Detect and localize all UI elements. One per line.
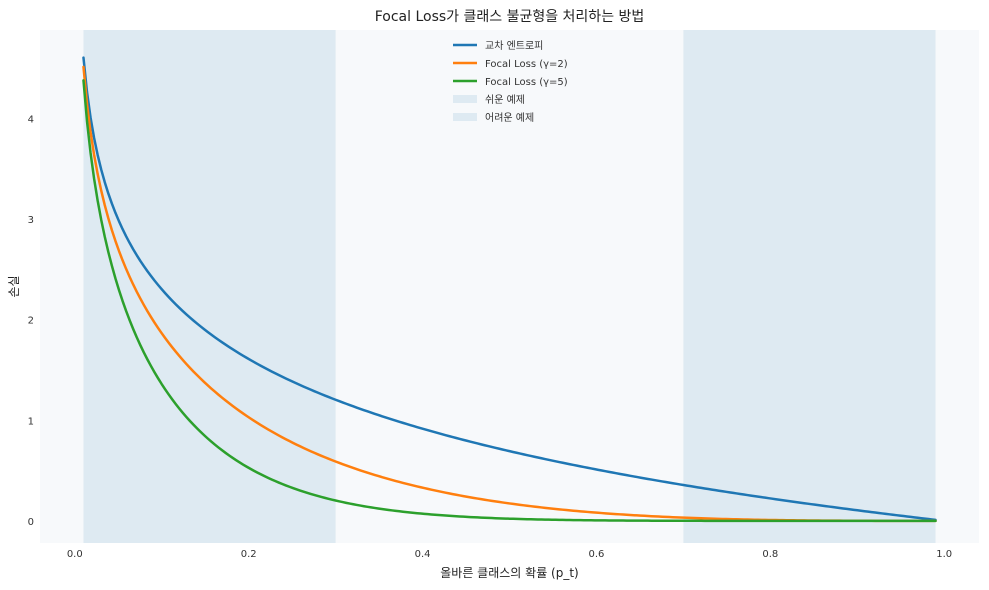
- legend-label: Focal Loss (γ=5): [485, 77, 568, 88]
- legend-label: 쉬운 예제: [485, 94, 525, 106]
- legend-label: Focal Loss (γ=2): [485, 59, 568, 70]
- y-axis-title: 손실: [7, 275, 21, 297]
- y-tick-label: 4: [28, 115, 34, 126]
- x-tick-label: 0.2: [241, 549, 257, 560]
- y-tick-label: 2: [28, 316, 34, 327]
- shaded-regions: [83, 30, 936, 543]
- y-tick-label: 3: [28, 215, 34, 226]
- shaded-region-1: [83, 30, 336, 543]
- x-tick-label: 0.8: [762, 549, 778, 560]
- y-tick-label: 1: [28, 416, 34, 427]
- series-line-3: [82, 79, 937, 523]
- legend-label: 어려운 예제: [485, 112, 534, 124]
- chart-title: Focal Loss가 클래스 불균형을 처리하는 방법: [375, 9, 645, 25]
- x-tick-label: 0.0: [67, 549, 83, 560]
- x-tick-label: 0.4: [415, 549, 431, 560]
- y-axis-ticks: 0 1 2 3 4: [28, 115, 34, 528]
- shaded-region-2: [683, 30, 936, 543]
- legend-label: 교차 엔트로피: [485, 40, 543, 52]
- series-line-1: [82, 56, 937, 522]
- x-tick-label: 1.0: [936, 549, 952, 560]
- legend-swatch-patch: [453, 113, 477, 121]
- series-lines: [82, 56, 937, 523]
- y-tick-label: 0: [28, 517, 34, 528]
- x-axis-title: 올바른 클래스의 확률 (p_t): [440, 566, 579, 580]
- x-tick-label: 0.6: [588, 549, 604, 560]
- x-axis-ticks: 0.0 0.2 0.4 0.6 0.8 1.0: [67, 549, 952, 560]
- legend-swatch-patch: [453, 95, 477, 103]
- legend: 교차 엔트로피 Focal Loss (γ=2) Focal Loss (γ=5) 쉬…: [453, 40, 568, 124]
